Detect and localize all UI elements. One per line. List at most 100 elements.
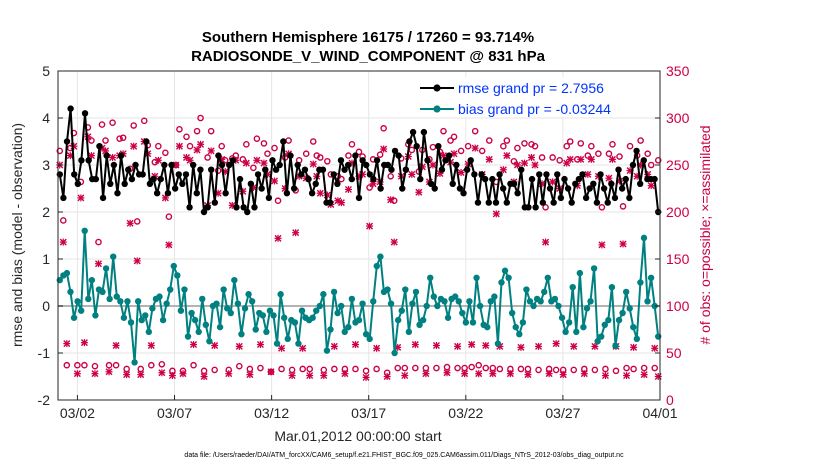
legend-bias-marker xyxy=(433,105,441,113)
bias-point xyxy=(544,274,551,281)
bias-point xyxy=(67,288,74,296)
footer-data-file: data file: /Users/raeder/DAI/ATM_forcXX/… xyxy=(184,452,624,459)
rmse-point xyxy=(63,138,71,145)
rmse-point xyxy=(539,199,547,206)
obs-assimilated-point xyxy=(123,371,131,379)
bias-point xyxy=(313,307,320,314)
rmse-point xyxy=(604,199,611,206)
legend: rmse grand pr = 2.7956 bias grand pr = -… xyxy=(418,77,658,117)
y-tick-label: 2 xyxy=(42,204,50,220)
rmse-point xyxy=(226,161,233,169)
legend-rmse-label: rmse grand pr = 2.7956 xyxy=(458,80,604,96)
bias-point xyxy=(640,234,648,242)
bias-point xyxy=(323,347,331,354)
bias-point xyxy=(241,305,249,312)
rmse-point xyxy=(139,171,146,178)
obs-possible-point xyxy=(647,161,655,169)
rmse-point xyxy=(510,180,518,187)
bias-point xyxy=(473,274,480,281)
obs-possible-point xyxy=(595,150,602,158)
rmse-point xyxy=(334,180,341,187)
obs-possible-point xyxy=(324,157,331,165)
obs-assimilated-point xyxy=(109,153,117,161)
obs-possible-point xyxy=(514,144,521,152)
rmse-point xyxy=(377,185,384,192)
bias-point xyxy=(334,309,341,317)
y2-tick-label: 150 xyxy=(666,251,690,267)
bias-point xyxy=(206,338,213,345)
bias-point xyxy=(159,316,167,324)
obs-possible-point xyxy=(112,361,120,369)
rmse-point xyxy=(92,175,100,183)
y2-tick-label: 100 xyxy=(666,298,690,314)
obs-possible-point xyxy=(542,203,549,211)
bias-point xyxy=(113,293,120,300)
y2-tick-label: 250 xyxy=(666,157,690,173)
obs-possible-point xyxy=(348,141,356,148)
rmse-point xyxy=(240,204,247,211)
obs-possible-point xyxy=(81,361,88,369)
rmse-point xyxy=(280,138,287,145)
obs-possible-point xyxy=(556,156,563,164)
obs-possible-point xyxy=(570,366,578,374)
obs-possible-point xyxy=(471,127,479,135)
obs-possible-point xyxy=(236,362,243,370)
rmse-point xyxy=(208,166,215,173)
obs-possible-point xyxy=(239,156,247,163)
bias-point xyxy=(612,342,619,350)
bias-point xyxy=(387,300,395,307)
obs-assimilated-point xyxy=(165,241,173,249)
obs-assimilated-point xyxy=(531,161,539,169)
bias-point xyxy=(227,309,234,317)
y2-axis-label: # of obs: o=possible; ×=assimilated xyxy=(697,125,713,344)
rmse-point xyxy=(233,204,240,211)
bias-point xyxy=(252,326,259,333)
rmse-point xyxy=(424,157,431,164)
bias-point xyxy=(263,328,270,336)
bias-point xyxy=(81,227,88,234)
obs-assimilated-point xyxy=(506,370,514,378)
obs-assimilated-point xyxy=(630,343,638,351)
obs-possible-point xyxy=(140,117,148,125)
rmse-point xyxy=(456,185,464,192)
obs-possible-point xyxy=(137,365,145,373)
obs-possible-point xyxy=(475,361,482,369)
bias-point xyxy=(651,302,658,310)
bias-point xyxy=(295,340,302,347)
rmse-point xyxy=(305,175,312,183)
obs-possible-point xyxy=(605,150,613,158)
rmse-point xyxy=(182,171,190,178)
bias-point xyxy=(601,321,608,328)
rmse-point xyxy=(143,138,150,145)
bias-point xyxy=(423,302,430,310)
rmse-point xyxy=(633,147,640,155)
rmse-point xyxy=(409,128,417,136)
obs-assimilated-point xyxy=(542,238,550,246)
rmse-point xyxy=(269,157,276,164)
bias-point xyxy=(512,323,519,331)
obs-assimilated-point xyxy=(380,145,388,153)
rmse-point xyxy=(463,166,471,173)
y-tick-label: 0 xyxy=(42,298,50,314)
bias-point xyxy=(277,291,284,298)
obs-assimilated-point xyxy=(591,342,599,350)
obs-possible-point xyxy=(155,142,162,150)
rmse-point xyxy=(114,190,121,197)
bias-point xyxy=(273,340,281,347)
obs-possible-point xyxy=(566,138,574,145)
rmse-point xyxy=(550,199,557,206)
rmse-point xyxy=(554,171,561,178)
rmse-point xyxy=(168,161,175,169)
bias-point xyxy=(459,309,466,317)
obs-assimilated-point xyxy=(211,341,219,349)
obs-possible-point xyxy=(190,361,197,369)
rmse-point xyxy=(395,152,402,159)
rmse-point xyxy=(60,194,67,202)
bias-point xyxy=(558,314,566,321)
bias-point xyxy=(117,298,124,305)
bias-point xyxy=(569,284,576,291)
bias-point xyxy=(327,326,334,333)
obs-assimilated-point xyxy=(401,372,409,380)
rmse-point xyxy=(489,175,496,183)
